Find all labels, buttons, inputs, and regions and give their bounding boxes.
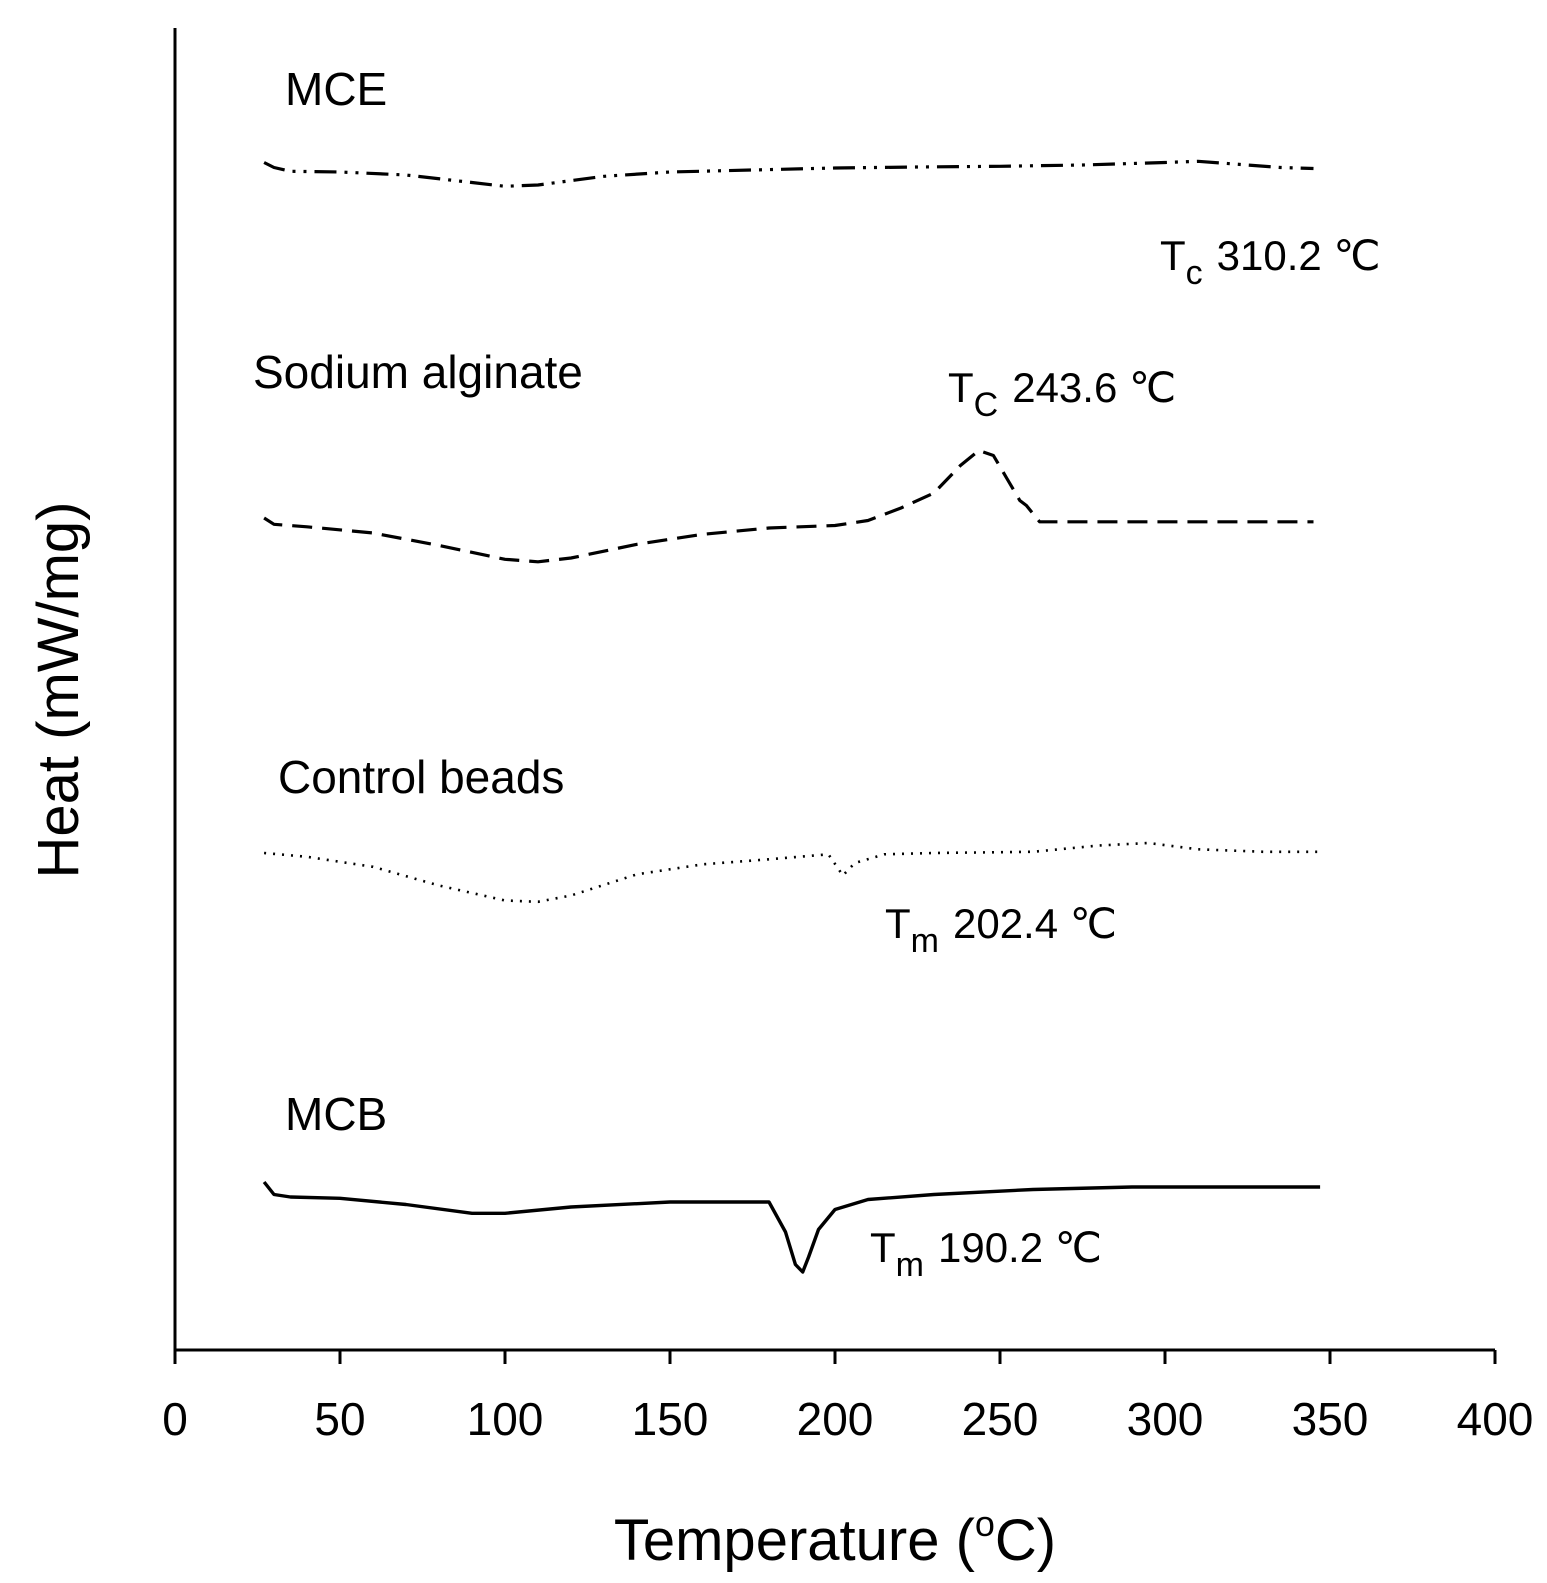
x-tick-label-200: 200 [797, 1393, 874, 1445]
annotation-sa-value: 243.6 ℃ [1012, 364, 1176, 411]
annotation-cb-symbol: T [885, 900, 911, 947]
x-tick-label-50: 50 [314, 1393, 365, 1445]
series-label-control-beads: Control beads [278, 751, 564, 803]
x-tick-label-300: 300 [1127, 1393, 1204, 1445]
annotation-mce-tc: Tc 310.2 ℃ [1160, 232, 1381, 292]
x-axis-title-degree: o [975, 1503, 995, 1544]
series-labels: MCE Sodium alginate Control beads MCB [253, 63, 583, 1140]
curves [262, 159, 1321, 1274]
x-axis-title: Temperature (oC) [614, 1503, 1056, 1573]
x-tick-label-100: 100 [467, 1393, 544, 1445]
annotation-mce-sub: c [1186, 254, 1203, 292]
annotation-sa-symbol: T [948, 364, 974, 411]
y-axis-title: Heat (mW/mg) [26, 502, 91, 879]
annotation-sa-sub: C [974, 386, 999, 424]
x-tick-label-150: 150 [632, 1393, 709, 1445]
series-line-mce [263, 159, 1314, 188]
series-line-mcb [262, 1180, 1321, 1274]
annotation-mcb-tm: Tm 190.2 ℃ [870, 1224, 1102, 1284]
plot-axes: 0 50 100 150 200 250 300 350 400 [162, 28, 1533, 1445]
annotations: Tc 310.2 ℃ TC 243.6 ℃ Tm 202.4 ℃ Tm 190.2 ℃ [870, 232, 1381, 1284]
annotation-mcb-sub: m [896, 1246, 924, 1284]
x-axis-title-suffix: C) [995, 1508, 1056, 1573]
series-label-sodium-alginate: Sodium alginate [253, 346, 583, 398]
x-tick-label-350: 350 [1292, 1393, 1369, 1445]
x-tick-label-400: 400 [1457, 1393, 1534, 1445]
series-line-control-beads [263, 841, 1321, 904]
annotation-mcb-value: 190.2 ℃ [938, 1224, 1102, 1271]
annotation-cb-value: 202.4 ℃ [953, 900, 1117, 947]
x-ticks: 0 50 100 150 200 250 300 350 400 [162, 1350, 1533, 1445]
annotation-sodium-alginate-tc: TC 243.6 ℃ [948, 364, 1176, 424]
x-axis-title-prefix: Temperature ( [614, 1508, 975, 1573]
series-label-mce: MCE [285, 63, 387, 115]
series-label-mcb: MCB [285, 1088, 387, 1140]
annotation-control-beads-tm: Tm 202.4 ℃ [885, 900, 1117, 960]
annotation-mce-value: 310.2 ℃ [1217, 232, 1381, 279]
x-tick-label-250: 250 [962, 1393, 1039, 1445]
x-tick-label-0: 0 [162, 1393, 188, 1445]
annotation-mce-symbol: T [1160, 232, 1186, 279]
series-line-sodium-alginate [263, 448, 1314, 564]
annotation-cb-sub: m [911, 922, 939, 960]
annotation-mcb-symbol: T [870, 1224, 896, 1271]
